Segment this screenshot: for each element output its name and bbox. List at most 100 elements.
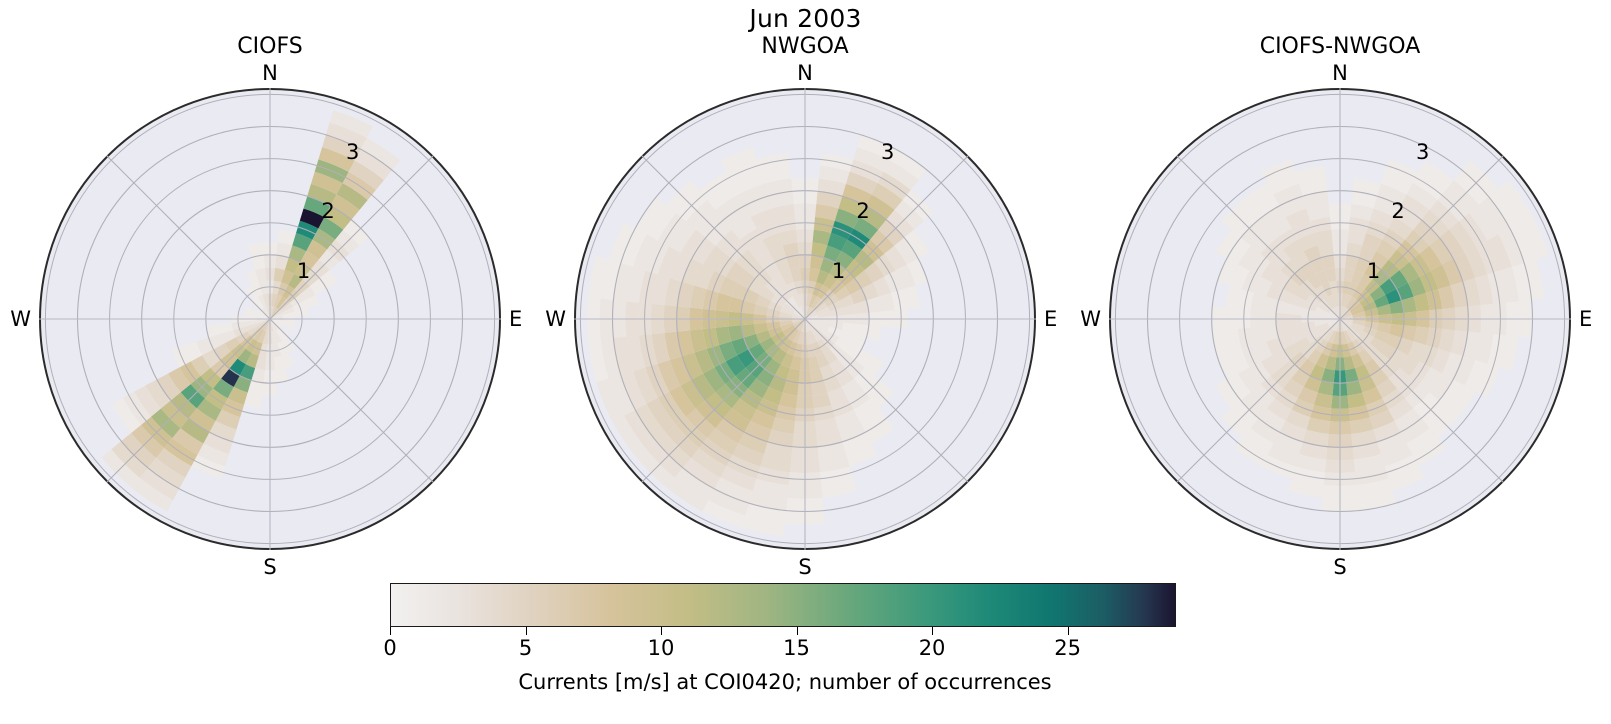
histogram-cell bbox=[245, 352, 259, 369]
histogram-cell bbox=[1399, 262, 1420, 283]
histogram-cell bbox=[865, 418, 895, 444]
histogram-cell bbox=[1283, 378, 1304, 399]
histogram-cell bbox=[1340, 319, 1347, 332]
histogram-cell bbox=[1288, 322, 1304, 334]
histogram-cell bbox=[755, 330, 772, 344]
histogram-cell bbox=[348, 160, 384, 191]
histogram-cell bbox=[1254, 276, 1273, 297]
histogram-cell bbox=[325, 122, 367, 150]
histogram-cell bbox=[682, 352, 704, 380]
histogram-cell bbox=[741, 300, 756, 314]
histogram-cell bbox=[786, 255, 800, 270]
grid-spoke bbox=[269, 318, 434, 483]
histogram-cell bbox=[336, 183, 368, 210]
histogram-cell bbox=[808, 294, 818, 308]
histogram-cell bbox=[184, 341, 203, 362]
polar-panel-ciofs-nwgoa: N S W E 1 2 3 bbox=[1080, 62, 1593, 580]
histogram-cell bbox=[233, 375, 252, 393]
histogram-cell bbox=[728, 296, 744, 313]
panel-title-ciofs-nwgoa: CIOFS-NWGOA bbox=[1259, 34, 1421, 59]
histogram-cell bbox=[1439, 229, 1465, 259]
histogram-cell bbox=[1254, 341, 1273, 362]
histogram-cell bbox=[808, 330, 818, 344]
histogram-cell bbox=[771, 417, 795, 434]
histogram-cell bbox=[271, 293, 278, 307]
histogram-cell bbox=[1313, 392, 1333, 409]
histogram-cell bbox=[253, 296, 264, 310]
compass-label-s: S bbox=[798, 555, 812, 579]
histogram-cell bbox=[279, 302, 293, 313]
histogram-cell bbox=[674, 467, 715, 501]
histogram-cell bbox=[1340, 307, 1349, 319]
histogram-cell bbox=[752, 478, 789, 498]
histogram-cell bbox=[1295, 165, 1327, 184]
histogram-cell bbox=[811, 296, 822, 310]
histogram-cell bbox=[1388, 398, 1414, 421]
histogram-cell bbox=[1388, 466, 1425, 491]
histogram-cell bbox=[1400, 194, 1430, 220]
histogram-cell bbox=[1498, 180, 1533, 223]
histogram-cell bbox=[853, 398, 879, 421]
histogram-cell bbox=[720, 466, 757, 491]
histogram-cell bbox=[732, 443, 765, 467]
polar-histogram-layer bbox=[39, 88, 501, 550]
histogram-cell bbox=[1317, 302, 1331, 313]
histogram-cell bbox=[786, 368, 800, 383]
histogram-cell bbox=[760, 454, 792, 473]
histogram-cell bbox=[1328, 310, 1340, 319]
histogram-cell bbox=[790, 355, 802, 371]
histogram-cell bbox=[251, 255, 265, 270]
histogram-cell bbox=[1369, 286, 1386, 301]
histogram-cell bbox=[270, 319, 283, 326]
histogram-cell bbox=[257, 319, 270, 323]
histogram-cell bbox=[1394, 205, 1422, 230]
histogram-cell bbox=[247, 325, 261, 336]
histogram-cell bbox=[815, 204, 839, 221]
histogram-cell bbox=[1242, 428, 1274, 455]
histogram-cell bbox=[690, 285, 707, 309]
histogram-cell bbox=[796, 307, 805, 319]
histogram-cell bbox=[1349, 302, 1363, 313]
histogram-cell bbox=[715, 326, 732, 346]
histogram-cell bbox=[768, 245, 787, 263]
histogram-cell bbox=[731, 398, 757, 421]
histogram-cell bbox=[788, 328, 799, 342]
radial-tick-label: 3 bbox=[1415, 140, 1430, 165]
histogram-cell bbox=[703, 367, 726, 393]
histogram-cell bbox=[714, 477, 753, 504]
histogram-cell bbox=[270, 319, 279, 331]
histogram-cell bbox=[276, 328, 287, 342]
figure-suptitle: Jun 2003 bbox=[749, 4, 862, 33]
histogram-cell bbox=[227, 386, 248, 405]
histogram-cell bbox=[1358, 273, 1373, 290]
histogram-cell bbox=[273, 294, 283, 308]
histogram-cell bbox=[738, 183, 768, 206]
histogram-cell bbox=[805, 310, 817, 319]
histogram-cell bbox=[1323, 296, 1334, 310]
polar-gridlines bbox=[39, 88, 501, 550]
histogram-cell bbox=[245, 322, 259, 332]
histogram-cell bbox=[281, 306, 295, 316]
histogram-cell bbox=[666, 477, 709, 512]
histogram-cell bbox=[1358, 348, 1373, 365]
histogram-cell bbox=[243, 392, 263, 409]
grid-spoke bbox=[641, 155, 806, 320]
histogram-cell bbox=[284, 257, 301, 274]
histogram-cell bbox=[827, 386, 848, 405]
histogram-cell bbox=[1279, 196, 1307, 218]
histogram-cell bbox=[895, 264, 916, 290]
histogram-cell bbox=[281, 352, 295, 369]
histogram-cell bbox=[1376, 304, 1392, 316]
polar-gridlines bbox=[574, 88, 1036, 550]
histogram-cell bbox=[180, 418, 210, 444]
histogram-cell bbox=[270, 315, 283, 319]
grid-spoke bbox=[804, 318, 969, 483]
histogram-cell bbox=[244, 311, 258, 318]
histogram-cell bbox=[818, 454, 850, 473]
compass-label-e: E bbox=[1579, 307, 1593, 331]
histogram-cell bbox=[805, 315, 818, 319]
histogram-cell bbox=[669, 385, 696, 417]
histogram-cell bbox=[1468, 205, 1499, 241]
histogram-cell bbox=[1340, 310, 1352, 319]
histogram-cell bbox=[743, 288, 760, 305]
